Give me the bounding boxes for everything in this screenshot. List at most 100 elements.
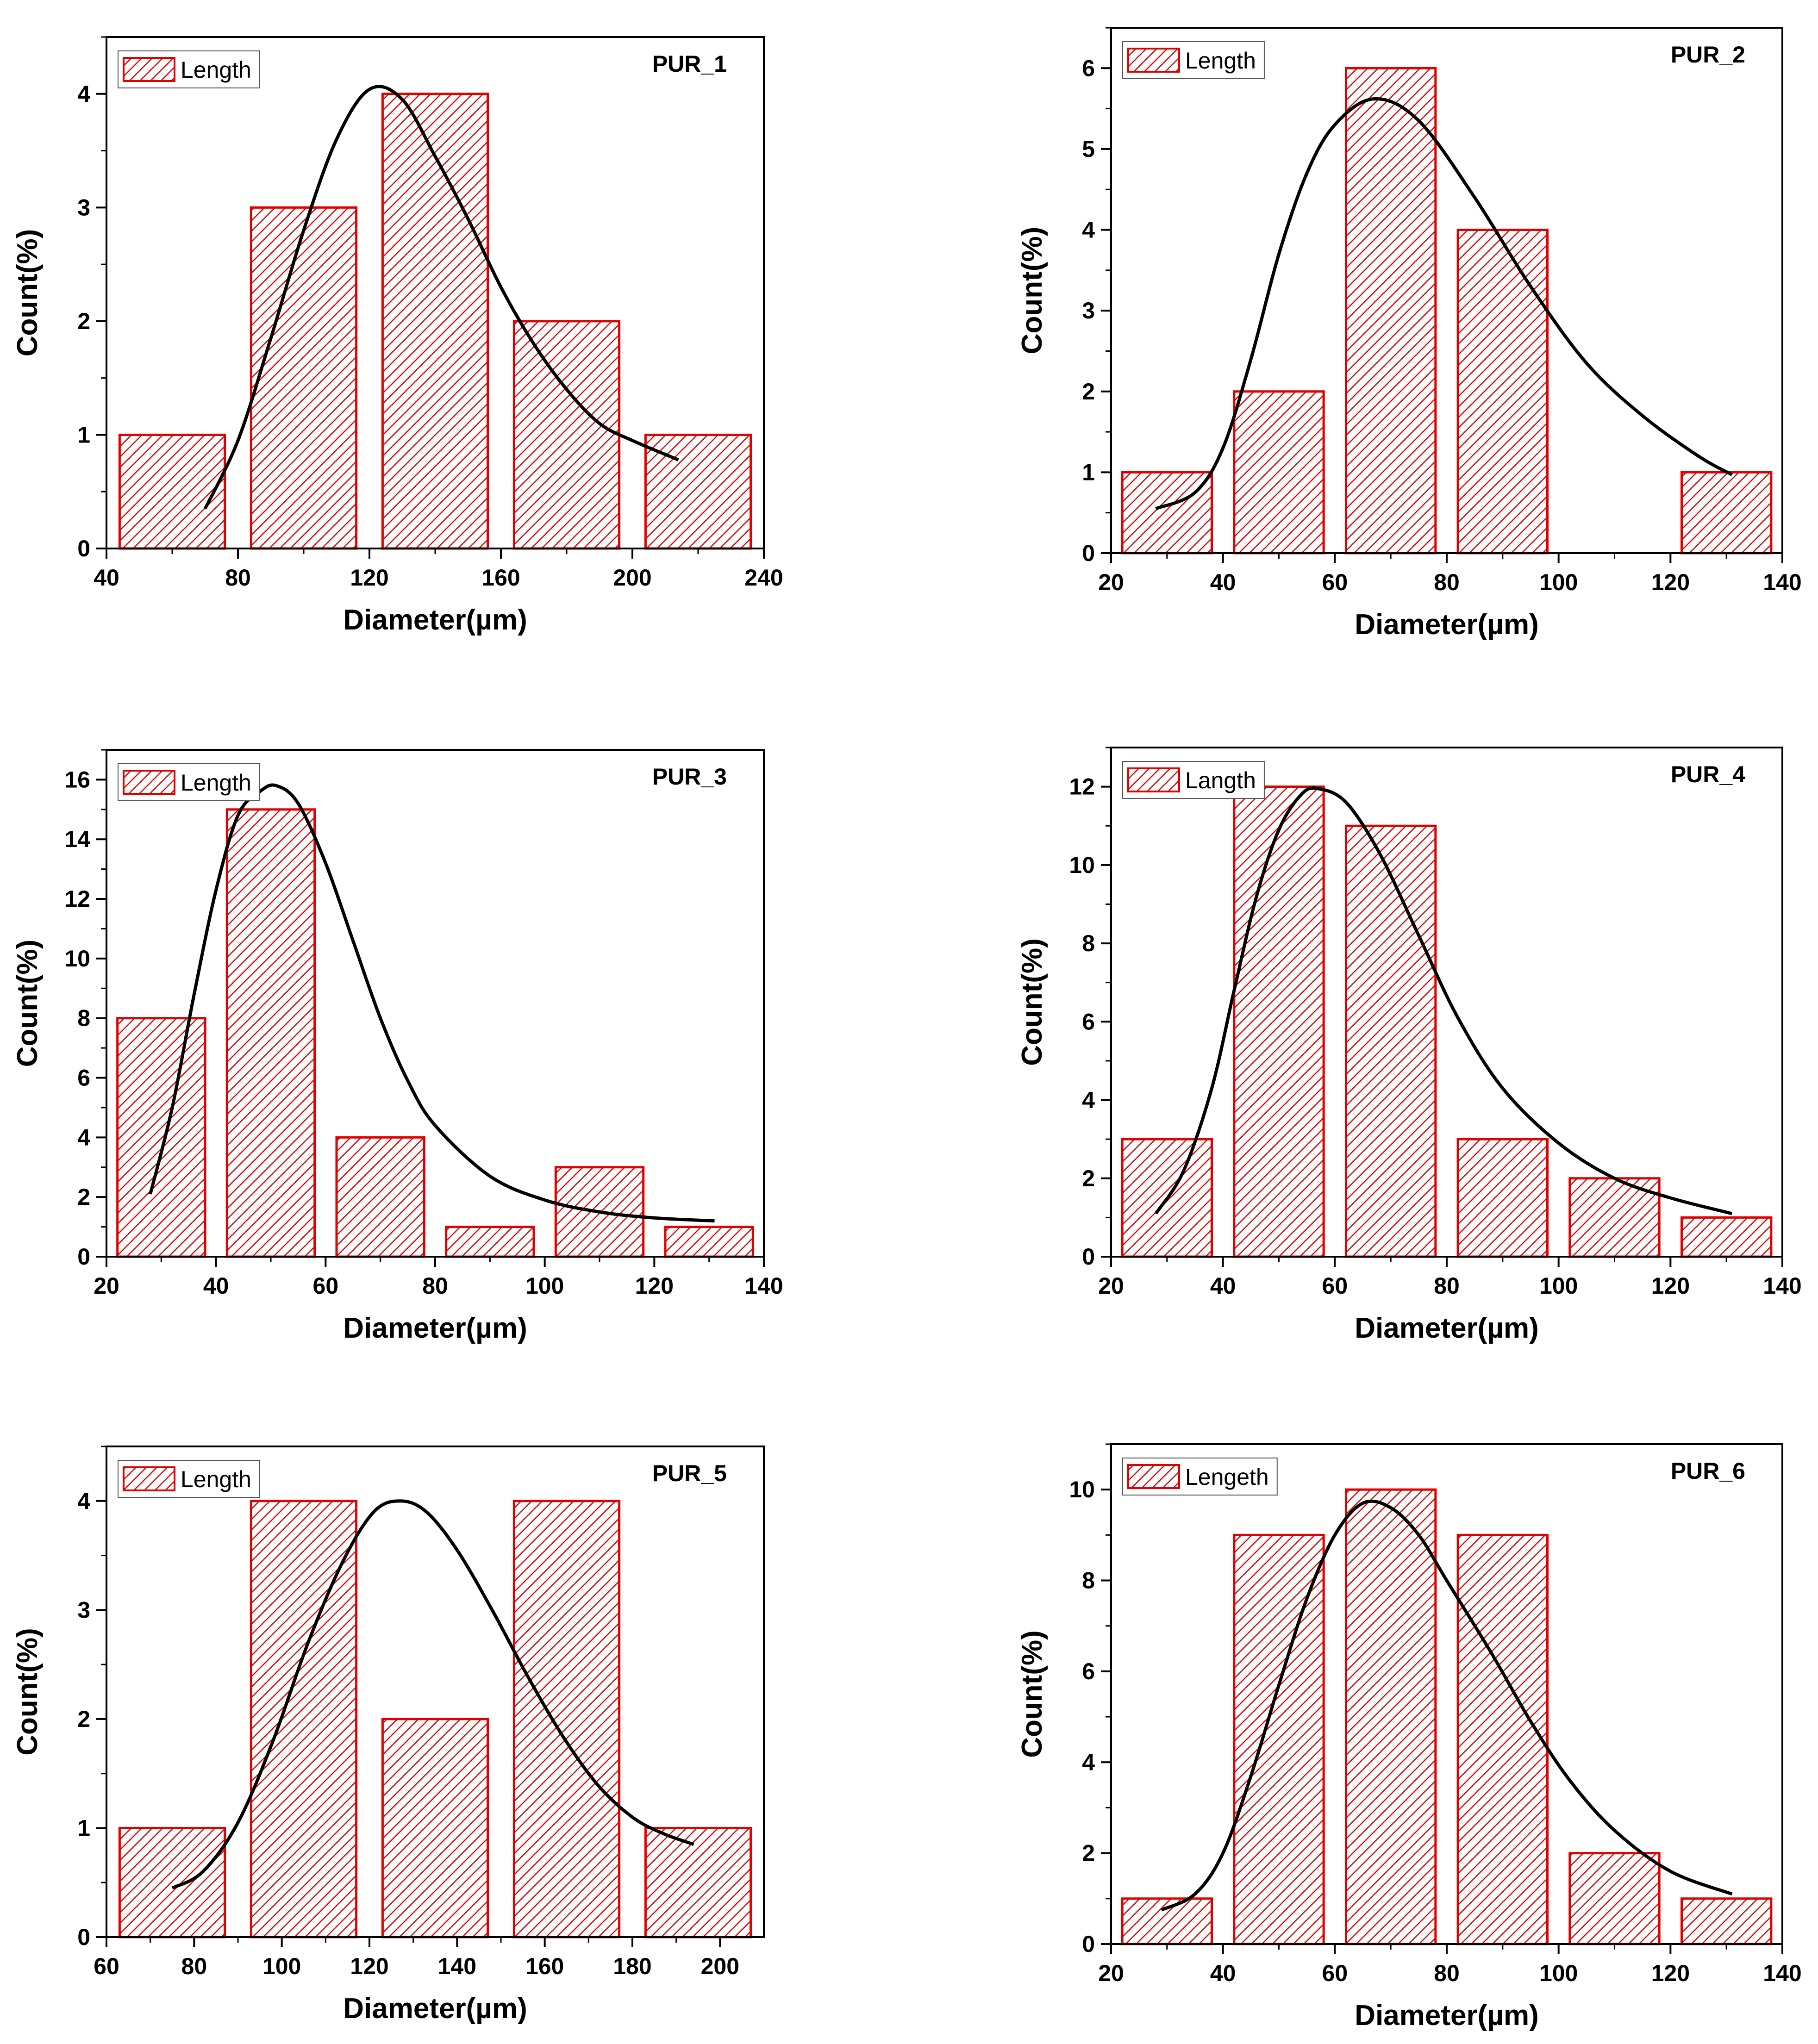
panel-label: PUR_6	[1671, 1458, 1745, 1484]
x-tick-label: 200	[701, 1953, 739, 1979]
y-axis-title: Count(%)	[1016, 1630, 1048, 1757]
x-axis-title: Diameter(µm)	[1355, 609, 1539, 641]
y-tick-label: 4	[77, 1488, 90, 1514]
bar-1	[118, 433, 226, 550]
legend-swatch	[1127, 1464, 1180, 1489]
y-tick-label: 4	[77, 1124, 90, 1150]
legend-swatch	[1127, 48, 1180, 73]
legend: Length	[118, 50, 260, 88]
y-axis-title: Count(%)	[1016, 227, 1048, 354]
legend: Length	[118, 763, 260, 801]
bar-4	[1456, 1533, 1549, 1945]
y-tick-label: 1	[77, 1815, 90, 1841]
y-tick-label: 8	[1082, 930, 1095, 956]
bar-3	[381, 93, 489, 550]
y-tick-label: 4	[77, 81, 90, 107]
bar-4	[1456, 229, 1549, 555]
bar-4	[512, 320, 621, 550]
y-tick-label: 0	[77, 536, 90, 561]
bar-5	[644, 1826, 752, 1938]
y-tick-label: 14	[64, 826, 90, 852]
x-tick-label: 80	[225, 565, 251, 591]
y-tick-label: 6	[1082, 1658, 1095, 1684]
legend-swatch	[123, 57, 175, 82]
chart-panel-2: 20 40 60 80 100 120 140 0 1 2 3 4 5 6 Diameter(µm) Coun…	[1016, 27, 1802, 641]
y-tick-label: 2	[1082, 1165, 1095, 1191]
x-tick-label: 80	[1434, 1960, 1460, 1986]
x-tick-label: 140	[1763, 1960, 1801, 1986]
x-tick-label: 240	[744, 565, 783, 591]
y-tick-label: 2	[77, 1706, 90, 1732]
panel-label: PUR_3	[652, 764, 727, 790]
y-tick-label: 10	[1069, 1477, 1095, 1502]
bar-4	[512, 1500, 621, 1938]
y-tick-label: 5	[1082, 136, 1095, 162]
x-tick-label: 100	[1539, 1960, 1578, 1986]
bar-6	[1681, 1216, 1773, 1258]
legend: Length	[1122, 41, 1265, 79]
y-tick-label: 10	[64, 946, 90, 972]
fit-curve	[171, 1499, 694, 1890]
x-tick-label: 140	[1763, 569, 1801, 595]
y-tick-label: 3	[77, 194, 90, 220]
x-tick-label: 20	[1098, 1273, 1124, 1299]
bar-1	[1121, 1897, 1213, 1945]
chart-panel-6: 20 40 60 80 100 120 140 0 2 4 6 8 10 Diameter(µm) Coun…	[1016, 1443, 1802, 2032]
x-tick-label: 140	[438, 1953, 476, 1979]
bar-3	[1345, 67, 1437, 555]
y-axis-title: Count(%)	[1016, 938, 1048, 1066]
y-tick-label: 1	[77, 422, 90, 448]
x-axis-title: Diameter(µm)	[1355, 1312, 1539, 1344]
y-tick-label: 6	[1082, 1009, 1095, 1034]
chart-panel-1: 40 80 120 160 200 240 0 1 2 3 4 Diameter(µm) Count(%…	[12, 36, 783, 636]
x-tick-label: 100	[525, 1273, 564, 1299]
y-tick-label: 0	[1082, 1244, 1095, 1270]
y-tick-label: 0	[1082, 540, 1095, 566]
chart-panel-3: 20 40 60 80 100 120 140 0 2 4 6 8 10 12 14 16 Diameter(µ…	[12, 749, 783, 1344]
bar-6	[664, 1226, 754, 1258]
chart-panel-4: 20 40 60 80 100 120 140 0 2 4 6 8 10 12 Diameter(µm) Co…	[1016, 747, 1802, 1344]
bar-3	[335, 1136, 425, 1258]
x-tick-label: 100	[1539, 1273, 1578, 1299]
x-axis-title: Diameter(µm)	[343, 604, 527, 636]
fit-curve	[203, 85, 679, 510]
x-tick-label: 40	[1210, 1273, 1236, 1299]
legend-label: Length	[1185, 48, 1256, 74]
chart-panel-5: 60 80 100 120 140 160 180 200 0 1 2 3 4 Diameter(µm) C…	[12, 1446, 765, 2025]
bar-3	[1345, 1488, 1437, 1945]
y-tick-label: 2	[77, 308, 90, 334]
panel-label: PUR_4	[1671, 761, 1745, 787]
bar-1	[116, 1017, 206, 1258]
x-tick-label: 120	[1651, 1960, 1690, 1986]
x-axis-title: Diameter(µm)	[1355, 2000, 1539, 2032]
y-axis-title: Count(%)	[12, 1628, 44, 1755]
fit-curve	[1154, 786, 1733, 1215]
x-tick-label: 60	[1322, 1960, 1348, 1986]
legend: Length	[118, 1460, 260, 1498]
fit-curve	[1161, 1499, 1733, 1912]
legend-label: Lengeth	[1185, 1464, 1269, 1490]
bar-1	[1121, 471, 1213, 555]
y-tick-label: 2	[1082, 379, 1095, 405]
legend-swatch	[123, 1466, 175, 1491]
x-tick-label: 60	[1322, 569, 1348, 595]
fit-curve	[1155, 97, 1733, 511]
x-tick-label: 140	[744, 1273, 783, 1299]
x-tick-label: 80	[1434, 569, 1460, 595]
legend: Lengeth	[1122, 1458, 1278, 1496]
legend-label: Length	[181, 770, 251, 796]
x-tick-label: 40	[203, 1273, 229, 1299]
x-tick-label: 20	[1098, 569, 1124, 595]
bar-5	[1568, 1852, 1661, 1945]
legend-label: Length	[181, 57, 251, 83]
x-tick-label: 80	[422, 1273, 448, 1299]
bar-2	[1233, 1533, 1325, 1945]
x-tick-label: 40	[1210, 569, 1236, 595]
panel-label: PUR_2	[1671, 42, 1745, 68]
y-tick-label: 4	[1082, 1087, 1095, 1113]
bar-2	[1233, 390, 1325, 555]
y-tick-label: 8	[77, 1005, 90, 1031]
x-tick-label: 20	[1098, 1960, 1124, 1986]
x-tick-label: 60	[94, 1953, 119, 1979]
y-tick-label: 8	[1082, 1568, 1095, 1594]
